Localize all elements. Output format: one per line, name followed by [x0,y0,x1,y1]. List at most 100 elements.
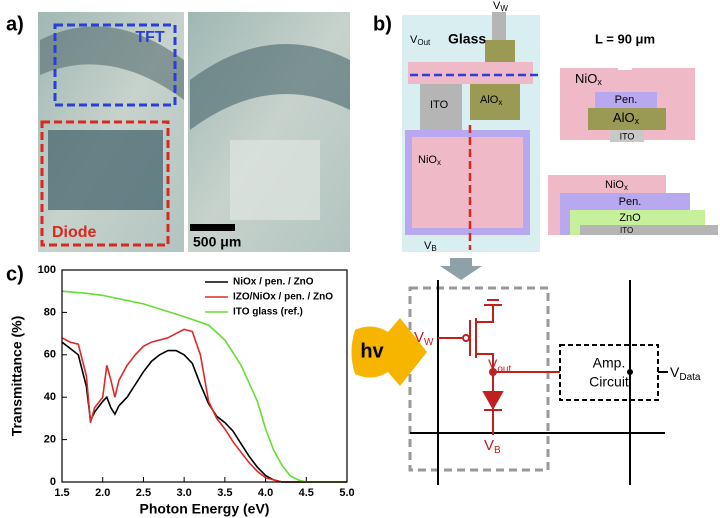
label: hv [360,340,384,362]
y-axis-label: Transmittance (%) [9,316,25,437]
tft-box [53,23,177,107]
pattern [190,44,350,130]
label-sub: x [635,116,640,126]
label: Amp. [593,355,626,371]
series-line [61,328,347,483]
label: ITO [430,99,449,111]
x-tick-label: 4.5 [299,487,314,499]
panel-label: c) [6,263,24,285]
x-tick-label: 2.5 [136,487,151,499]
label-sub: x [498,98,502,107]
label: Circuit [589,374,629,390]
channel [618,50,632,70]
scale-label: 500 μm [193,234,241,250]
label: AlOx [480,94,502,107]
panel-c: c) 0 20 40 60 80 100 1.5 2.0 2.5 3.0 3.5 4.0 4.5 5.0 P… [6,263,355,516]
alox [470,84,520,120]
label-sub: out [497,364,511,375]
label: VW [414,329,434,348]
y-tick-label: 0 [50,476,56,488]
label: VB [484,437,501,456]
node [627,369,633,375]
label: ITO [620,226,633,235]
panel-label: b) [373,13,392,35]
label: NiOx [605,179,628,192]
pad [230,140,320,220]
label-main: V [488,356,498,372]
label-sub: B [431,244,436,253]
niox-diode [412,137,523,228]
label: VOut [410,34,431,47]
panel-label: a) [6,13,24,35]
label-sub: B [494,445,501,456]
label-sub: W [500,4,508,13]
label: L = 90 μm [595,31,655,46]
amp-box [559,344,659,401]
label: NiOx [575,71,602,87]
ito [420,84,462,130]
pattern [40,26,184,101]
label: Pen. [619,196,642,208]
niox-strip [408,62,533,84]
label-main: V [493,0,501,12]
x-axis-label: Photon Energy (eV) [140,501,270,517]
label-main: V [410,34,418,46]
diode-label: Diode [52,224,97,241]
label-sub: Data [679,372,701,383]
series-line [61,290,347,483]
label-main: NiO [605,179,624,191]
label-sub: x [624,183,628,192]
x-tick-label: 3.5 [217,487,232,499]
label: AlOx [613,110,640,126]
stack-ito [580,225,718,235]
legend-label: ITO glass (ref.) [233,307,303,318]
cross-pen [595,92,657,108]
x-tick-label: 2.0 [95,487,110,499]
label-main: V [484,437,494,454]
scale-bar [190,224,235,231]
cross-ito [610,130,644,142]
y-tick-label: 80 [44,306,56,318]
plot-frame [61,269,348,483]
circuit-red [438,299,560,435]
light-arrow [351,318,427,386]
x-tick-label: 5.0 [339,487,354,499]
label-main: NiO [575,71,597,86]
label-main: V [414,329,424,346]
diode-box [40,120,170,247]
label: VB [424,240,437,253]
label: Vout [488,356,511,375]
label-sub: x [437,158,441,167]
series-line [61,341,347,483]
diode-area [48,130,163,210]
circuit-lines [410,280,665,485]
label: Pen. [615,94,638,106]
label-sub: x [597,77,602,87]
y-tick-label: 40 [44,391,56,403]
x-tick-label: 3.0 [176,487,191,499]
label-main: V [424,240,432,252]
x-tick-label: 4.0 [258,487,273,499]
panel-b: b) VOut Glass VW ITO AlOx NiOx VB L = 90… [351,0,718,485]
label: NiOx [418,154,441,167]
tft-label: TFT [135,29,165,46]
cross-alox [588,108,666,130]
label-main: AlO [613,110,635,125]
label: ITO [620,131,635,141]
label: VW [493,0,508,13]
legend-label: NiOx / pen. / ZnO [233,277,314,288]
y-tick-label: 60 [44,349,56,361]
label: Glass [448,31,486,47]
panel-a: a) TFT Diode 500 μm [6,12,350,252]
x-tick-label: 1.5 [54,487,69,499]
label: ZnO [619,212,641,224]
label-main: NiO [418,154,437,166]
label: VData [670,364,701,383]
label-sub: Out [417,38,431,47]
arrow [440,258,482,280]
electrode [492,12,506,42]
y-tick-label: 100 [38,264,56,276]
y-tick-label: 20 [44,434,56,446]
pixel-box [408,286,550,472]
